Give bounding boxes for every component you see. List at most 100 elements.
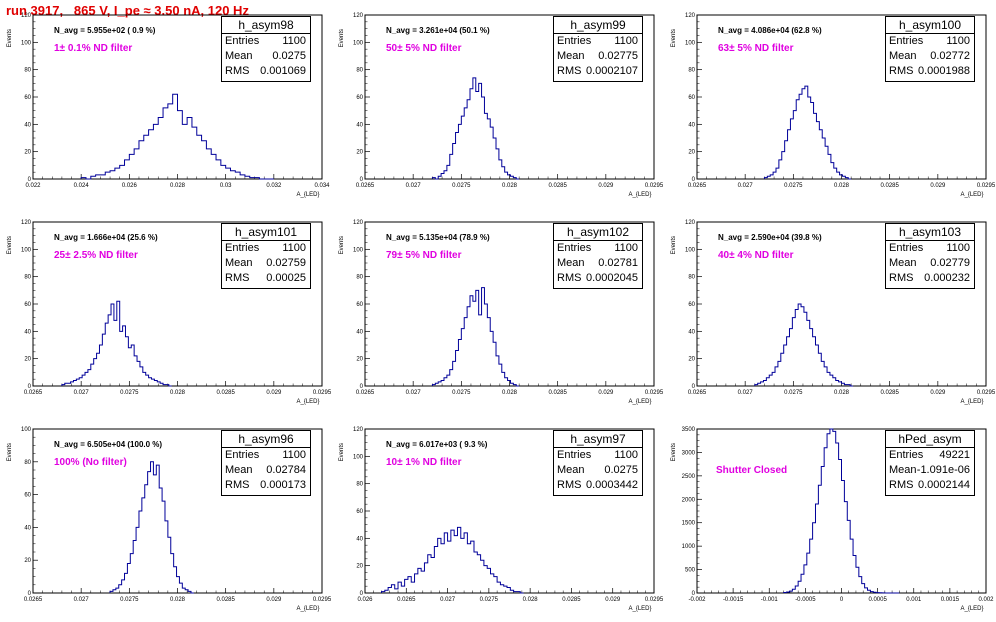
stats-box: h_asym103 Entries 1100 Mean 0.02779 RMS 0.0002… [885,223,975,289]
mean-value: 0.0275 [604,464,638,476]
entries-label: Entries [557,242,592,254]
entries-value: 1100 [282,35,306,47]
y-tick-label: 40 [24,329,31,335]
filter-annotation: 25± 2.5% ND filter [54,250,138,261]
x-tick-label: 0.027 [406,183,422,189]
stats-box: h_asym102 Entries 1100 Mean 0.02781 RMS 0.0002… [553,223,643,289]
stats-box: h_asym100 Entries 1100 Mean 0.02772 RMS 0.0001… [885,16,975,82]
mean-row: Mean 0.02772 [886,49,974,64]
histogram-name: h_asym98 [222,17,310,34]
y-tick-label: 500 [685,568,696,574]
x-tick-label: 0.0265 [688,390,707,396]
x-tick-label: 0.0285 [880,183,899,189]
x-tick-label: 0.0275 [784,183,803,189]
histogram-name: h_asym99 [554,17,642,34]
entries-value: 1100 [946,35,970,47]
histogram-panel-h_asym96: 0.0265 0.027 0.0275 0.028 0.0285 0.029 0.0295 0… [0,414,332,621]
y-tick-label: 40 [24,122,31,128]
x-tick-label: 0.029 [930,390,946,396]
rms-row: RMS 0.0002144 [886,478,974,493]
x-tick-label: 0.028 [170,183,186,189]
y-tick-label: 120 [685,13,696,19]
histogram-name: h_asym102 [554,224,642,241]
entries-label: Entries [889,449,924,461]
x-axis-label: A_{LED} [960,192,983,198]
mean-row: Mean -1.091e-06 [886,463,974,478]
histogram-series [61,300,172,387]
histogram-panel-h_asym103: 0.0265 0.027 0.0275 0.028 0.0285 0.029 0.0295 0… [664,207,996,414]
x-tick-label: 0.029 [266,597,282,603]
rms-label: RMS [225,479,250,491]
histogram-panel-h_asym100: 0.0265 0.027 0.0275 0.028 0.0285 0.029 0.0295 0… [664,0,996,207]
x-tick-label: 0.0275 [452,183,471,189]
y-tick-label: 120 [21,13,32,19]
shutter-annotation: Shutter Closed [716,465,788,476]
x-tick-label: 0.024 [74,183,90,189]
entries-value: 1100 [282,449,306,461]
y-axis-label: Events [339,236,345,254]
x-tick-label: 0.0275 [784,390,803,396]
mean-label: Mean [557,50,585,62]
y-tick-label: 100 [21,40,32,46]
filter-annotation: 79± 5% ND filter [386,250,462,261]
y-tick-label: 100 [21,427,32,433]
entries-row: Entries 1100 [554,241,642,256]
rms-row: RMS 0.0003442 [554,478,642,493]
stats-box: h_asym97 Entries 1100 Mean 0.0275 RMS 0.000344… [553,430,643,496]
y-tick-label: 20 [24,150,31,156]
x-tick-label: 0.0295 [645,390,664,396]
x-tick-label: 0.0265 [24,390,43,396]
run-title: run 3917, 865 V, I_pe ≈ 3.50 nA, 120 Hz [6,3,249,18]
rms-row: RMS 0.0002107 [554,64,642,79]
y-tick-label: 80 [688,275,695,281]
y-tick-label: 80 [24,68,31,74]
x-tick-label: 0.027 [74,597,90,603]
rms-row: RMS 0.0001988 [886,64,974,79]
histogram-series [109,461,194,594]
x-tick-label: 0.0265 [688,183,707,189]
x-axis-label: A_{LED} [960,399,983,405]
rms-value: 0.0003442 [586,479,638,491]
x-tick-label: 0.0285 [548,183,567,189]
x-tick-label: 0.028 [170,390,186,396]
histogram-panel-hPed_asym: -0.002 -0.0015 -0.001 -0.0005 0 0.0005 0.001 0.… [664,414,996,621]
entries-row: Entries 1100 [554,448,642,463]
x-axis-label: A_{LED} [296,399,319,405]
mean-value: 0.02775 [598,50,638,62]
rms-value: 0.000232 [924,272,970,284]
mean-row: Mean 0.0275 [222,49,310,64]
n-avg-annotation: N_avg = 6.505e+04 (100.0 %) [54,440,163,449]
n-avg-annotation: N_avg = 6.017e+03 ( 9.3 %) [386,440,488,449]
entries-label: Entries [225,35,260,47]
x-tick-label: 0.027 [74,390,90,396]
y-axis-label: Events [671,29,677,47]
x-tick-label: 0.0265 [356,183,375,189]
mean-value: 0.02784 [266,464,306,476]
histogram-plot: 0.0265 0.027 0.0275 0.028 0.0285 0.029 0.0295 0… [671,13,996,198]
entries-row: Entries 1100 [886,34,974,49]
mean-row: Mean 0.02779 [886,256,974,271]
x-tick-label: 0.002 [978,597,994,603]
mean-row: Mean 0.02784 [222,463,310,478]
histogram-name: h_asym101 [222,224,310,241]
y-tick-label: 60 [24,493,31,499]
x-tick-label: 0 [840,597,844,603]
n-avg-annotation: N_avg = 2.590e+04 (39.8 %) [718,233,822,242]
x-tick-label: 0.001 [906,597,922,603]
x-tick-label: 0.0285 [548,390,567,396]
x-tick-label: 0.0285 [216,390,235,396]
histogram-name: h_asym97 [554,431,642,448]
y-tick-label: 0 [360,591,364,597]
rms-row: RMS 0.000232 [886,271,974,286]
y-tick-label: 3000 [682,450,696,456]
y-tick-label: 0 [28,591,32,597]
y-axis-label: Events [339,443,345,461]
histogram-plot: 0.026 0.0265 0.027 0.0275 0.028 0.0285 0.029 0.… [339,427,664,612]
y-tick-label: 60 [24,302,31,308]
y-tick-label: 0 [692,384,696,390]
y-tick-label: 1500 [682,521,696,527]
x-tick-label: 0.0275 [120,597,139,603]
y-tick-label: 80 [24,275,31,281]
y-tick-label: 80 [356,482,363,488]
x-tick-label: 0.034 [314,183,330,189]
